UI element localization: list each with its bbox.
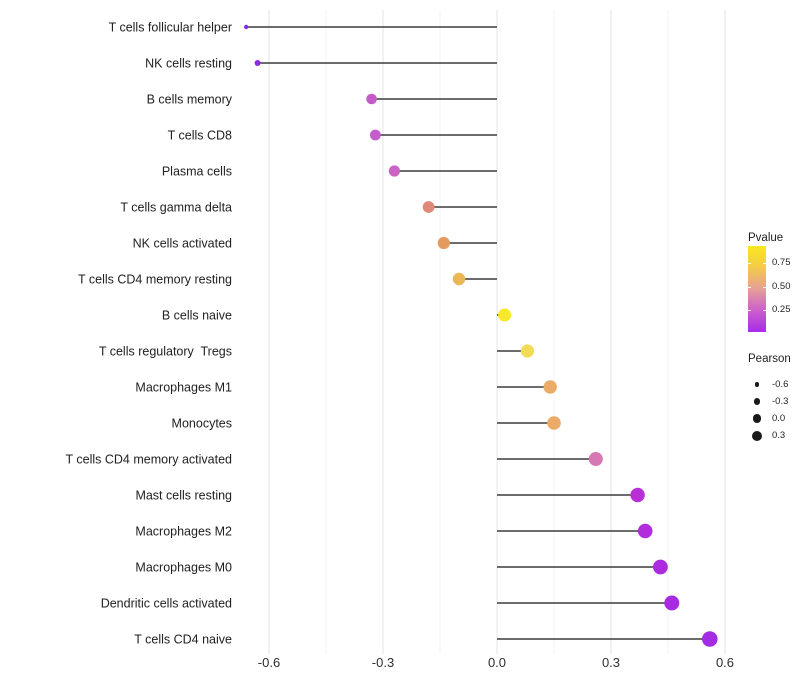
pearson-dot-box <box>748 398 766 405</box>
pearson-dot-box <box>748 382 766 387</box>
lollipop-dot <box>664 595 680 611</box>
pvalue-tick-mark <box>748 287 751 288</box>
lollipop-dot <box>452 272 466 286</box>
category-label: T cells CD8 <box>168 129 232 143</box>
lollipop-dot <box>254 60 261 66</box>
lollipop-dot <box>588 452 603 466</box>
lollipop-dot <box>388 165 400 177</box>
lollipop-dot <box>637 523 653 539</box>
category-label: T cells CD4 memory activated <box>66 453 233 467</box>
pearson-legend: Pearson -0.6 -0.3 0.0 0.3 <box>748 351 791 444</box>
lollipop-dot <box>543 380 557 394</box>
pearson-legend-item: -0.6 <box>748 376 791 393</box>
pvalue-gradient-wrap: 0.75 0.50 0.25 <box>748 246 791 332</box>
pvalue-tick-mark <box>763 263 766 264</box>
pearson-size-dot <box>752 430 762 441</box>
pvalue-tick-label: 0.25 <box>772 304 791 315</box>
pearson-legend-item: 0.0 <box>748 410 791 427</box>
pearson-dot-box <box>748 430 766 441</box>
pvalue-tick-mark <box>748 310 751 311</box>
pvalue-tick-mark <box>763 287 766 288</box>
pvalue-tick-label: 0.50 <box>772 281 791 292</box>
lollipop-dot <box>244 24 249 30</box>
pvalue-tick-mark <box>748 263 751 264</box>
category-label: T cells regulatory Tregs <box>99 345 232 359</box>
lollipop-dot <box>498 308 512 322</box>
x-tick-label: 0.6 <box>716 655 734 670</box>
category-label: Plasma cells <box>162 165 232 179</box>
x-tick-label: -0.3 <box>372 655 394 670</box>
category-label: Macrophages M2 <box>135 525 232 539</box>
pearson-legend-label: 0.3 <box>772 430 786 441</box>
pvalue-legend-title: Pvalue <box>748 232 784 244</box>
pearson-size-dot <box>752 414 762 423</box>
lollipop-dot <box>702 631 718 647</box>
category-label: T cells follicular helper <box>109 21 232 35</box>
category-label: T cells CD4 naive <box>134 633 232 647</box>
pvalue-tick-label: 0.75 <box>772 257 791 268</box>
pearson-dot-box <box>748 414 766 423</box>
pearson-legend-label: -0.3 <box>772 396 789 407</box>
category-label: Macrophages M0 <box>135 561 232 575</box>
category-label: NK cells resting <box>145 57 232 71</box>
category-label: Monocytes <box>172 417 232 431</box>
category-label: Dendritic cells activated <box>101 597 232 611</box>
lollipop-dot <box>520 344 535 358</box>
pvalue-tick-mark <box>763 310 766 311</box>
lollipop-dot <box>370 129 381 141</box>
lollipop-dot <box>437 236 450 250</box>
pearson-legend-item: 0.3 <box>748 427 791 444</box>
category-label: Mast cells resting <box>135 489 232 503</box>
category-label: Macrophages M1 <box>135 381 232 395</box>
lollipop-dot <box>422 201 435 213</box>
lollipop-dot <box>630 487 645 503</box>
pearson-legend-label: 0.0 <box>772 413 786 424</box>
lollipop-dot <box>653 559 668 575</box>
category-label: T cells gamma delta <box>120 201 232 215</box>
pearson-legend-items: -0.6 -0.3 0.0 0.3 <box>748 376 791 444</box>
x-tick-label: -0.6 <box>258 655 280 670</box>
pearson-size-dot <box>753 398 761 405</box>
pearson-size-dot <box>754 382 760 387</box>
category-label: B cells naive <box>162 309 232 323</box>
x-tick-label: 0.0 <box>488 655 506 670</box>
pearson-legend-item: -0.3 <box>748 393 791 410</box>
x-tick-label: 0.3 <box>602 655 620 670</box>
pvalue-legend: Pvalue 0.75 0.50 0.25 <box>748 230 791 332</box>
lollipop-dot <box>366 93 377 105</box>
category-label: T cells CD4 memory resting <box>78 273 232 287</box>
pvalue-gradient-bar <box>748 246 766 332</box>
category-label: B cells memory <box>147 93 233 107</box>
pearson-legend-label: -0.6 <box>772 379 789 390</box>
category-label: NK cells activated <box>133 237 232 251</box>
pearson-legend-title: Pearson <box>748 353 791 365</box>
lollipop-dot <box>547 416 561 430</box>
